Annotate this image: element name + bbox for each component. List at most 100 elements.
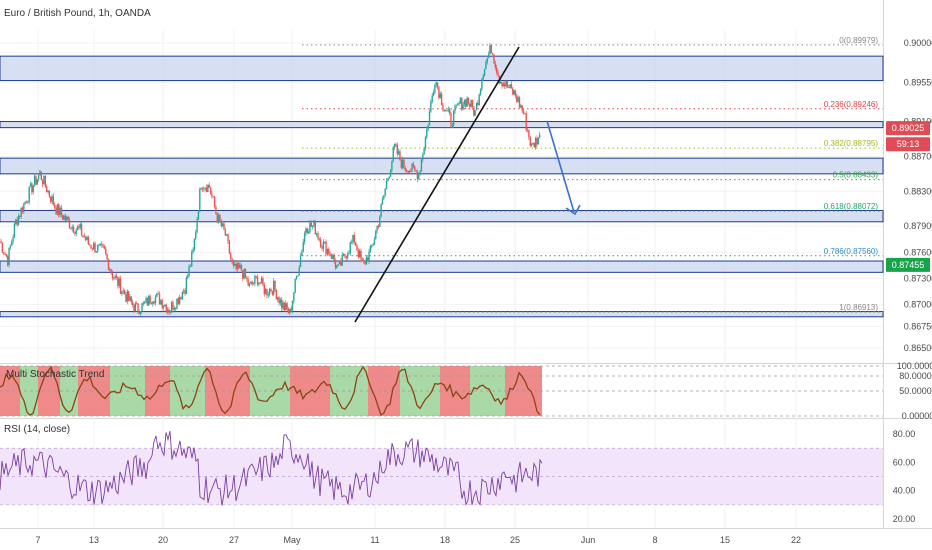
price-candle: [369, 245, 372, 252]
fib-level-label: 0.786(0.87560): [824, 247, 879, 256]
price-candle: [211, 193, 213, 197]
price-candle: [35, 176, 37, 185]
price-candle: [489, 44, 491, 55]
price-candle: [454, 105, 456, 111]
price-candle: [242, 270, 244, 279]
price-candle: [197, 211, 200, 220]
price-candle: [314, 220, 317, 235]
price-candle: [530, 143, 533, 146]
fibonacci-retracement: 0(0.89979) 0.236(0.89246) 0.382(0.88795) 0.…: [302, 36, 883, 313]
stochastic-title: Multi Stochastic Trend: [6, 369, 104, 380]
price-candle: [205, 187, 208, 193]
price-candle: [225, 234, 228, 236]
price-candle: [428, 111, 431, 126]
zone-rectangle: [0, 311, 884, 318]
rsi-band: [0, 448, 883, 505]
price-candle: [448, 109, 451, 114]
price-candle: [422, 154, 424, 160]
rsi-line: [0, 430, 543, 507]
price-candle: [384, 188, 386, 196]
time-tick-label: 11: [370, 535, 379, 545]
price-candle: [63, 215, 65, 220]
price-candle: [203, 188, 205, 190]
price-candle: [228, 241, 231, 254]
price-candle: [243, 268, 245, 279]
price-candle: [255, 276, 257, 278]
price-candle: [451, 125, 454, 127]
drawings: [354, 46, 581, 323]
price-candle: [283, 302, 286, 311]
price-candle: [313, 220, 315, 226]
price-candle: [83, 235, 85, 238]
price-candle: [315, 233, 318, 235]
price-candle: [400, 160, 402, 168]
price-candle: [387, 178, 389, 182]
price-candle: [324, 241, 326, 243]
price-candle: [201, 188, 204, 190]
rsi-series: [0, 430, 883, 507]
price-candle: [479, 89, 482, 95]
price-candle: [481, 78, 483, 90]
price-candle: [396, 144, 398, 155]
price-candle: [407, 170, 409, 175]
price-candle: [353, 234, 355, 243]
price-candle: [140, 311, 142, 315]
time-scale[interactable]: 7 13 20 27 May 11 18 25 Jun 8 15 22: [35, 535, 801, 545]
price-panel[interactable]: [0, 30, 883, 363]
price-candle: [62, 214, 64, 220]
price-candle: [360, 250, 362, 260]
price-candle: [236, 262, 239, 270]
price-candle: [148, 295, 150, 306]
price-candle: [294, 278, 296, 293]
price-candle: [434, 84, 436, 93]
zone-rectangle: [0, 209, 884, 223]
price-candle: [208, 184, 210, 188]
price-candle: [200, 188, 202, 190]
price-candle: [432, 92, 435, 96]
price-candle: [440, 93, 443, 106]
price-candle: [223, 223, 225, 230]
price-candle: [88, 244, 91, 246]
price-candle: [258, 282, 260, 285]
price-candle: [439, 93, 441, 98]
price-candle: [188, 266, 190, 277]
price-label-badge: [886, 257, 930, 272]
price-candle: [193, 238, 196, 250]
price-scale[interactable]: 0.900000.895500.891000.887000.883000.879…: [886, 38, 932, 524]
price-candle: [196, 219, 198, 233]
price-candle: [361, 259, 364, 262]
price-candle: [291, 300, 294, 311]
price-candle: [162, 306, 165, 308]
price-candle: [379, 216, 381, 228]
price-candle: [8, 247, 10, 266]
chart-title: Euro / British Pound, 1h, OANDA: [4, 8, 151, 19]
price-candle: [231, 258, 233, 262]
price-candle: [346, 254, 349, 259]
price-candle: [500, 81, 502, 84]
price-candle: [416, 171, 419, 180]
zone-rectangle: [0, 260, 884, 273]
price-candle: [512, 88, 514, 95]
price-candle: [52, 196, 55, 205]
price-candle: [16, 219, 18, 225]
price-candle: [109, 269, 111, 271]
price-candle: [157, 293, 159, 295]
price-candle: [334, 261, 337, 268]
price-candle: [31, 183, 33, 193]
price-candle: [149, 295, 151, 304]
price-candle: [238, 262, 240, 268]
time-tick-label: 25: [510, 535, 520, 545]
price-candle: [207, 184, 209, 193]
support-resistance-zones: [0, 55, 884, 318]
price-candle: [393, 144, 396, 148]
price-candle: [287, 309, 290, 314]
price-candle: [399, 151, 401, 161]
price-candle: [173, 307, 175, 310]
price-candle: [221, 223, 224, 227]
price-candle: [248, 283, 251, 286]
price-candle: [220, 220, 222, 227]
